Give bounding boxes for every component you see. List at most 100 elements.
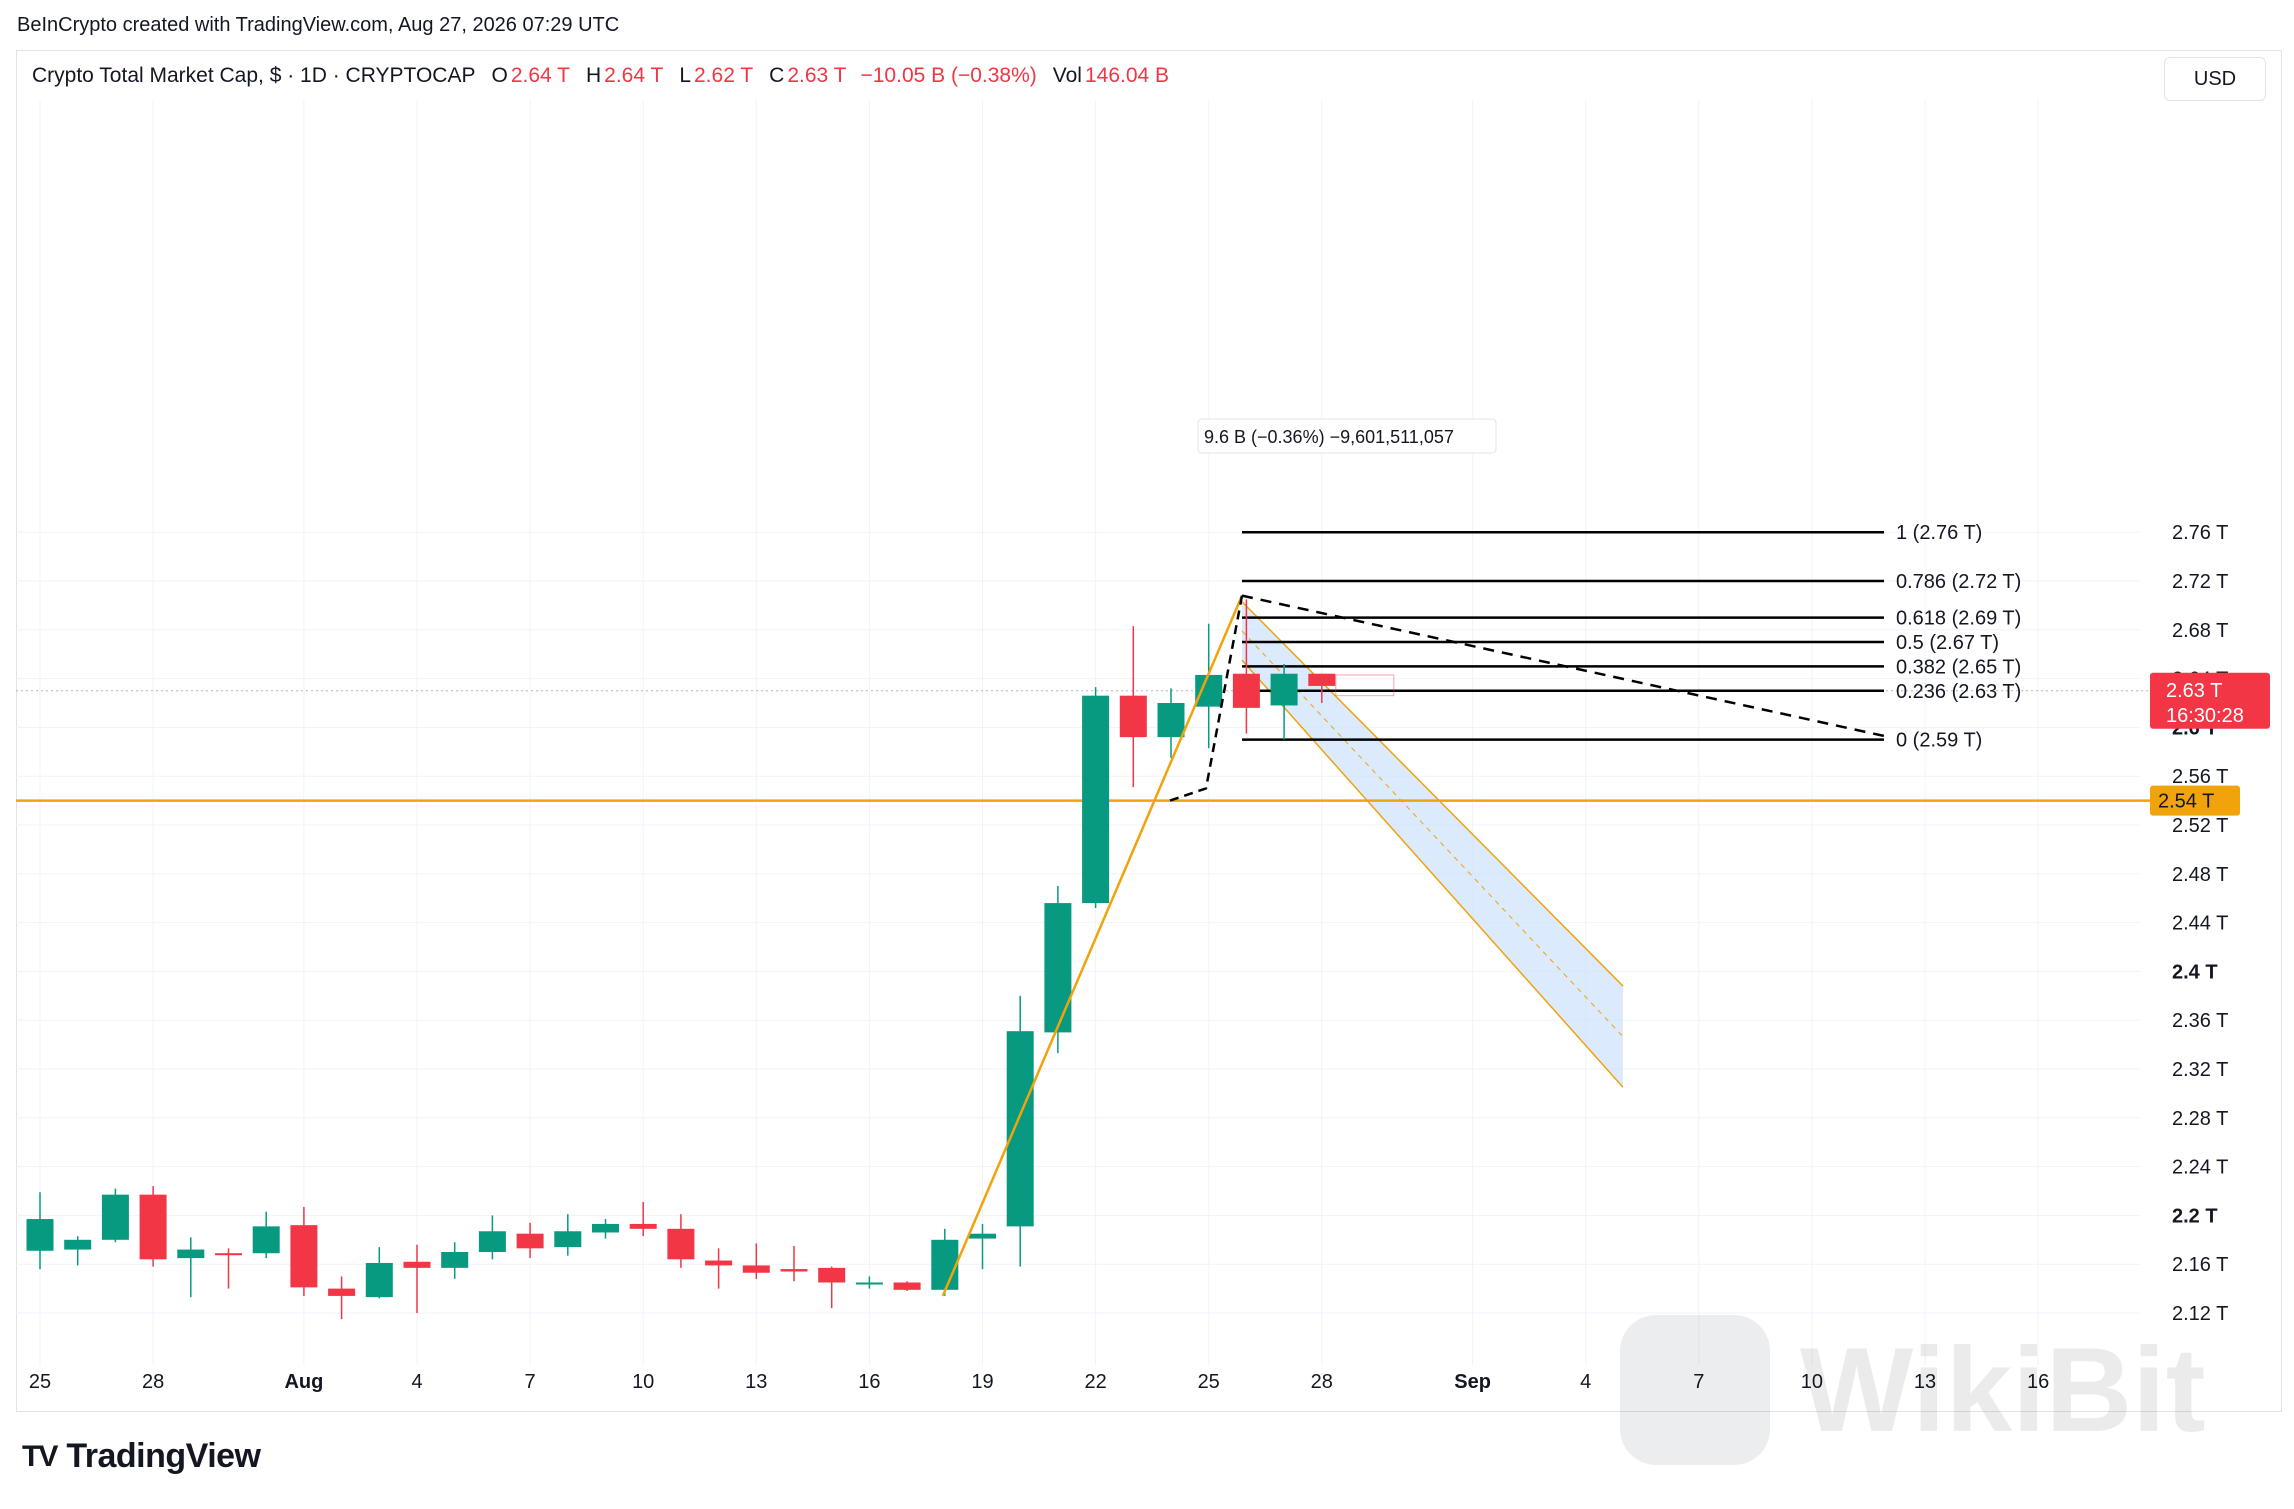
price-tick-label: 2.68 T — [2172, 620, 2228, 642]
time-tick-label: Sep — [1454, 1371, 1491, 1393]
candlestick-series — [26, 599, 1395, 1320]
candle-up — [1082, 687, 1110, 908]
candle-body — [818, 1267, 846, 1283]
time-tick-label: 4 — [1580, 1371, 1591, 1393]
fib-level-label: 0.5 (2.67 T) — [1896, 632, 1999, 654]
price-tick-label: 2.52 T — [2172, 815, 2228, 837]
time-tick-label: 16 — [858, 1371, 880, 1393]
time-tick-label: 7 — [1693, 1371, 1704, 1393]
wikibit-watermark-text: WikiBit — [1800, 1323, 2206, 1457]
candle-down — [893, 1281, 921, 1292]
price-tick-label: 2.2 T — [2172, 1205, 2218, 1227]
candle-body — [1232, 673, 1260, 708]
candle-body — [290, 1225, 318, 1288]
candle-up — [1157, 688, 1185, 758]
candle-body — [629, 1223, 657, 1229]
last-price-badge — [2150, 672, 2270, 729]
channel-fill — [1242, 601, 1623, 1088]
candle-up — [64, 1236, 92, 1266]
candle-body — [855, 1282, 883, 1285]
price-tick-label: 2.76 T — [2172, 522, 2228, 544]
candle-down — [290, 1206, 318, 1296]
fibonacci-retracement: 1 (2.76 T)0.786 (2.72 T)0.618 (2.69 T)0.… — [1242, 522, 2021, 752]
candle-down — [1232, 599, 1260, 734]
candle-up — [1195, 623, 1223, 749]
time-tick-label: 28 — [1311, 1371, 1333, 1393]
candle-body — [1119, 695, 1147, 738]
candle-body — [931, 1239, 959, 1290]
tradingview-branding[interactable]: TV TradingView — [22, 1437, 261, 1476]
candle-body — [441, 1252, 469, 1268]
support-price-label: 2.54 T — [2158, 791, 2214, 813]
time-tick-label: 13 — [1914, 1371, 1936, 1393]
candle-up — [1270, 663, 1298, 740]
candle-body — [328, 1288, 356, 1296]
candle-body — [1082, 695, 1110, 904]
time-tick-label: 10 — [1801, 1371, 1823, 1393]
candle-up — [969, 1223, 996, 1270]
symbol-title: Crypto Total Market Cap, $ · 1D · CRYPTO… — [32, 64, 476, 87]
candle-body — [64, 1239, 92, 1250]
candle-up — [1006, 995, 1034, 1267]
candle-down — [629, 1201, 657, 1237]
candle-body — [592, 1223, 619, 1233]
candle-down — [818, 1266, 846, 1309]
candle-up — [554, 1214, 582, 1256]
tradingview-logo-icon: TV — [22, 1439, 58, 1473]
candle-body — [252, 1226, 280, 1254]
time-tick-label: 10 — [632, 1371, 654, 1393]
price-tick-label: 2.24 T — [2172, 1157, 2228, 1179]
currency-button[interactable]: USD — [2164, 57, 2266, 101]
wikibit-logo-icon — [1620, 1315, 1770, 1465]
candle-up — [478, 1215, 506, 1260]
candle-body — [1270, 673, 1298, 706]
time-tick-label: 22 — [1084, 1371, 1106, 1393]
measure-tooltip-box — [1197, 418, 1497, 454]
change-value: −10.05 B (−0.38%) — [860, 64, 1037, 87]
candle-body — [1157, 703, 1185, 738]
candle-body — [780, 1269, 808, 1272]
candle-body — [177, 1249, 205, 1259]
time-tick-label: 7 — [525, 1371, 536, 1393]
support-price-badge — [2150, 785, 2240, 816]
volume-value: 146.04 B — [1084, 64, 1170, 87]
candle-up — [1044, 886, 1072, 1054]
low-label: L — [679, 64, 691, 87]
fib-level-label: 0.236 (2.63 T) — [1896, 681, 2021, 703]
regression-channel — [1241, 601, 1624, 1088]
candle-body — [742, 1265, 770, 1273]
candle-body — [215, 1253, 242, 1256]
price-tick-label: 2.72 T — [2172, 571, 2228, 593]
candle-down — [667, 1214, 695, 1268]
symbol-legend: Crypto Total Market Cap, $ · 1D · CRYPTO… — [32, 64, 1169, 88]
candle-extension — [1335, 674, 1395, 697]
time-tick-label: 25 — [1198, 1371, 1220, 1393]
time-tick-label: Aug — [284, 1371, 323, 1393]
tradingview-logo-text: TradingView — [66, 1437, 261, 1475]
candle-body — [969, 1233, 996, 1239]
candle-body — [26, 1219, 54, 1251]
measure-tooltip: 9.6 B (−0.36%) −9,601,511,057 — [1197, 418, 1497, 454]
candle-body — [893, 1282, 921, 1290]
price-tick-label: 2.12 T — [2172, 1303, 2228, 1325]
candle-down — [516, 1222, 544, 1259]
close-value: 2.63 T — [787, 64, 847, 87]
candle-up — [26, 1192, 54, 1270]
candle-down — [1119, 626, 1147, 788]
candle-down — [1308, 673, 1336, 703]
candle-down — [705, 1248, 733, 1289]
candle-body — [139, 1194, 167, 1260]
price-tick-label: 2.44 T — [2172, 913, 2228, 935]
candle-body — [1006, 1031, 1034, 1227]
wikibit-watermark: WikiBit — [1620, 1315, 2206, 1465]
volume-label: Vol — [1052, 64, 1082, 87]
candle-up — [441, 1242, 469, 1279]
candle-body — [1195, 674, 1223, 707]
close-label: C — [769, 64, 785, 87]
low-value: 2.62 T — [694, 64, 754, 87]
candle-body — [403, 1261, 431, 1268]
candle-body — [478, 1231, 506, 1252]
open-label: O — [491, 64, 508, 87]
candle-up — [365, 1247, 393, 1299]
